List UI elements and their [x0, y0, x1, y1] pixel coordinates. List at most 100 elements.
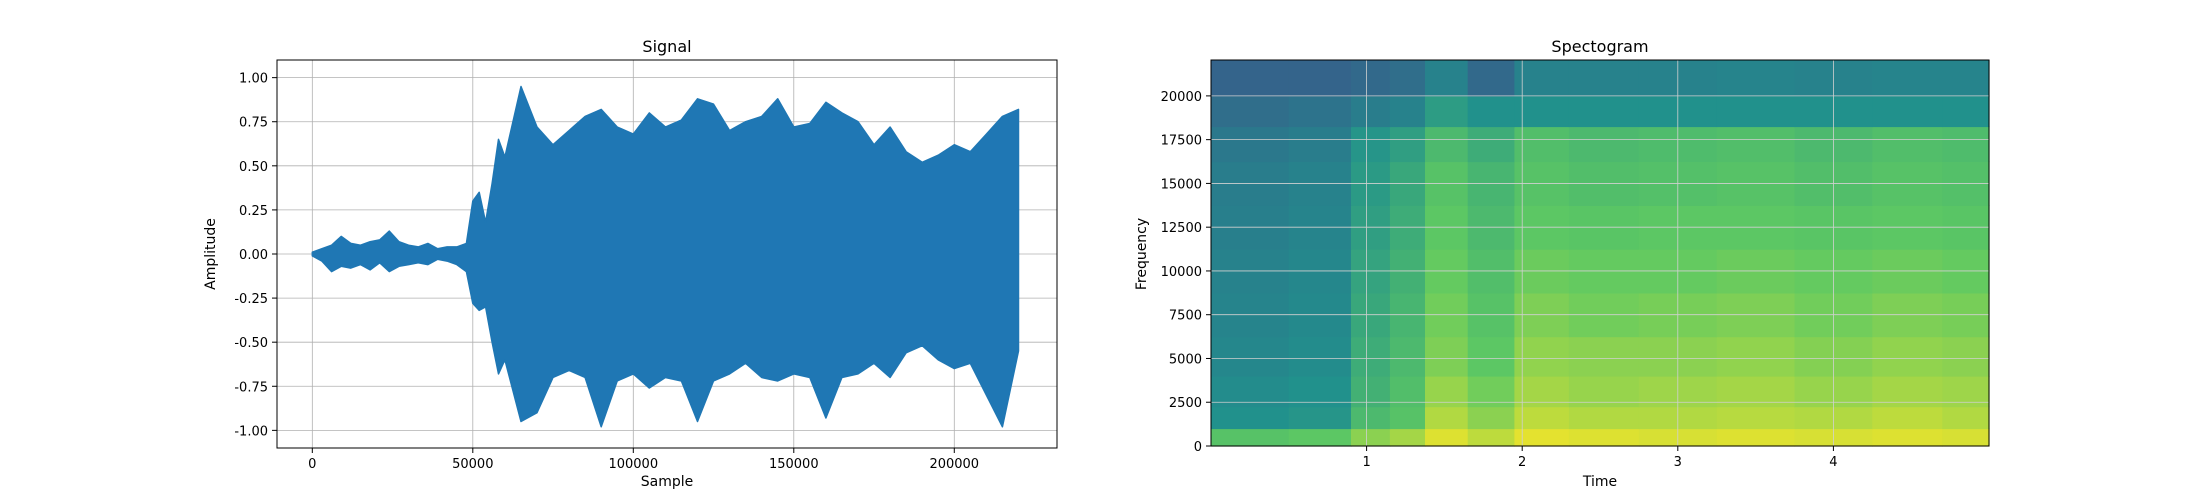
- spectrogram-cell: [1514, 406, 1570, 430]
- spectrogram-y-tick-label: 20000: [1161, 90, 1202, 105]
- signal-y-tick-label: -0.25: [234, 292, 268, 307]
- spectrogram-y-tick-label: 2500: [1169, 396, 1202, 411]
- signal-y-tick-label: 0.75: [239, 116, 268, 131]
- signal-x-tick-label: 100000: [608, 457, 658, 472]
- spectrogram-cell: [1351, 336, 1391, 377]
- spectrogram-cell: [1514, 126, 1570, 163]
- spectrogram-cell: [1389, 126, 1426, 163]
- spectrogram-cell: [1351, 95, 1391, 128]
- spectrogram-cell: [1288, 60, 1352, 97]
- spectrogram-cell: [1872, 428, 1943, 447]
- spectrogram-cell: [1514, 428, 1570, 447]
- spectrogram-cell: [1467, 95, 1515, 128]
- signal-y-axis: -1.00 -0.75 -0.50 -0.25 0.00 0.25 0.50 0.75 1.00: [234, 72, 277, 439]
- spectrogram-cell: [1872, 126, 1943, 163]
- signal-y-tick-label: 0.50: [239, 160, 268, 175]
- spectrogram-cell: [1351, 126, 1391, 163]
- spectrogram-cell: [1467, 60, 1515, 97]
- spectrogram-cell: [1425, 126, 1469, 163]
- spectrogram-cell: [1568, 428, 1640, 447]
- spectrogram-x-axis: 1 2 3 4: [1362, 446, 1838, 470]
- spectrogram-y-tick-label: 12500: [1161, 221, 1202, 236]
- spectrogram-cell: [1389, 428, 1426, 447]
- signal-x-axis: 0 50000 100000 150000 200000: [308, 448, 979, 472]
- spectrogram-cell: [1389, 95, 1426, 128]
- spectrogram-cell: [1716, 406, 1796, 430]
- spectrogram-cell: [1211, 336, 1290, 377]
- spectrogram-cell: [1211, 60, 1290, 97]
- spectrogram-y-tick-label: 0: [1194, 440, 1202, 455]
- spectrogram-cell: [1351, 428, 1391, 447]
- spectrogram-cell: [1211, 126, 1290, 163]
- spectrogram-cell: [1467, 336, 1515, 377]
- spectrogram-cell: [1288, 336, 1352, 377]
- spectrogram-x-tick-label: 2: [1518, 455, 1526, 470]
- spectrogram-x-tick-label: 1: [1362, 455, 1370, 470]
- spectrogram-y-tick-label: 15000: [1161, 177, 1202, 192]
- signal-x-tick-label: 50000: [452, 457, 493, 472]
- signal-y-tick-label: -0.50: [234, 336, 268, 351]
- spectrogram-cell: [1211, 95, 1290, 128]
- spectrogram-y-tick-label: 5000: [1169, 352, 1202, 367]
- spectrogram-cell: [1425, 60, 1469, 97]
- spectrogram-heatmap: [1211, 60, 1990, 447]
- signal-y-tick-label: -0.75: [234, 380, 268, 395]
- spectrogram-cell: [1211, 428, 1290, 447]
- spectrogram-cell: [1872, 60, 1943, 97]
- signal-title: Signal: [642, 37, 691, 56]
- spectrogram-cell: [1467, 126, 1515, 163]
- signal-x-tick-label: 200000: [929, 457, 979, 472]
- spectrogram-cell: [1568, 60, 1640, 97]
- signal-y-tick-label: 1.00: [239, 72, 268, 87]
- spectrogram-title: Spectogram: [1551, 37, 1648, 56]
- spectrogram-cell: [1514, 95, 1570, 128]
- spectrogram-cell: [1467, 406, 1515, 430]
- spectrogram-y-tick-label: 10000: [1161, 265, 1202, 280]
- signal-y-tick-label: 0.25: [239, 204, 268, 219]
- signal-y-tick-label: 0.00: [239, 248, 268, 263]
- signal-x-tick-label: 0: [308, 457, 316, 472]
- spectrogram-cell: [1389, 60, 1426, 97]
- spectrogram-cell: [1389, 336, 1426, 377]
- spectrogram-y-axis: 0 2500 5000 7500 10000 12500 15000 17500 20000: [1161, 90, 1211, 455]
- signal-series-line: [311, 85, 1020, 428]
- spectrogram-y-label: Frequency: [1134, 218, 1150, 290]
- spectrogram-y-tick-label: 7500: [1169, 309, 1202, 324]
- spectrogram-cell: [1872, 336, 1943, 377]
- spectrogram-x-tick-label: 3: [1674, 455, 1682, 470]
- spectrogram-cell: [1716, 95, 1796, 128]
- signal-y-tick-label: -1.00: [234, 424, 268, 439]
- spectrogram-cell: [1288, 95, 1352, 128]
- spectrogram-cell: [1568, 406, 1640, 430]
- signal-y-label: Amplitude: [203, 218, 219, 290]
- spectrogram-x-tick-label: 4: [1829, 455, 1837, 470]
- spectrogram-cell: [1288, 406, 1352, 430]
- spectrogram-cell: [1716, 428, 1796, 447]
- spectrogram-chart: Spectogram 1 2 3 4 0 2500 5000 7500 10000 12500 1…: [1134, 37, 1990, 490]
- spectrogram-x-label: Time: [1582, 474, 1617, 490]
- spectrogram-cell: [1351, 406, 1391, 430]
- signal-x-tick-label: 150000: [769, 457, 819, 472]
- spectrogram-cell: [1716, 126, 1796, 163]
- spectrogram-cell: [1942, 428, 1990, 447]
- spectrogram-cell: [1467, 428, 1515, 447]
- spectrogram-cell: [1514, 336, 1570, 377]
- signal-chart: Signal 0 50000 100000 150000 200000 -1.00 -0.…: [203, 37, 1058, 490]
- spectrogram-cell: [1425, 95, 1469, 128]
- signal-x-label: Sample: [641, 474, 694, 490]
- spectrogram-cell: [1716, 60, 1796, 97]
- spectrogram-cell: [1942, 406, 1990, 430]
- spectrogram-cell: [1942, 336, 1990, 377]
- spectrogram-cell: [1568, 95, 1640, 128]
- spectrogram-cell: [1425, 336, 1469, 377]
- spectrogram-cell: [1568, 126, 1640, 163]
- signal-waveform: [311, 85, 1020, 428]
- spectrogram-cell: [1942, 126, 1990, 163]
- spectrogram-cell: [1389, 406, 1426, 430]
- spectrogram-cell: [1351, 60, 1391, 97]
- spectrogram-cell: [1288, 126, 1352, 163]
- spectrogram-cell: [1211, 406, 1290, 430]
- spectrogram-cell: [1425, 406, 1469, 430]
- spectrogram-cell: [1514, 60, 1570, 97]
